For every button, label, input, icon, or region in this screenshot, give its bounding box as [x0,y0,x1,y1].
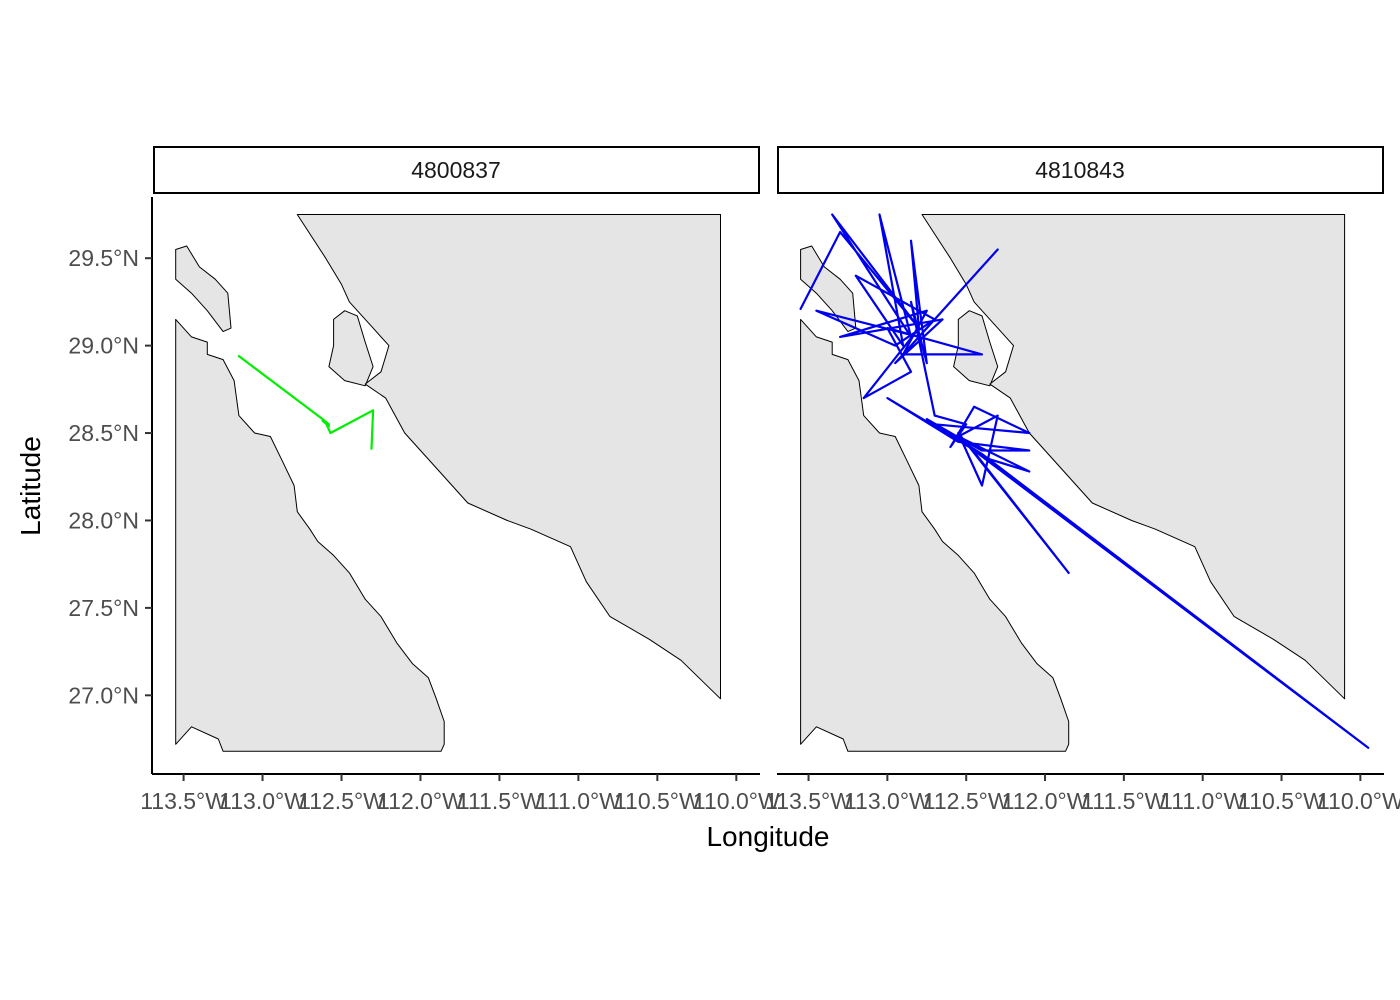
land-sonora [921,214,1346,700]
x-tick-label: 111.0°W [1160,788,1245,814]
x-axis-ticks-4800837: 113.5°W113.0°W112.5°W112.0°W111.5°W111.0… [140,774,780,814]
y-tick-label: 27.0°N [68,682,139,708]
y-tick-label: 28.5°N [68,420,139,446]
y-tick-label: 29.5°N [68,245,139,271]
land-baja [175,318,445,752]
map-area-4810843 [799,213,1370,752]
x-tick-label: 113.5°W [140,788,227,814]
x-tick-label: 111.0°W [536,788,621,814]
land-tiburon [953,310,999,387]
x-axis-title: Longitude [706,821,829,852]
x-tick-label: 110.0°W [1317,788,1400,814]
x-tick-label: 110.5°W [1238,788,1325,814]
y-tick-label: 29.0°N [68,333,139,359]
y-tick-label: 28.0°N [68,507,139,533]
land-tiburon [328,310,374,387]
strip-box-4800837 [153,146,760,194]
map-area-4800837 [175,214,721,752]
land-baja [800,318,1070,752]
x-tick-label: 112.5°W [923,788,1010,814]
x-tick-label: 112.5°W [298,788,385,814]
x-tick-label: 112.0°W [377,788,464,814]
x-tick-label: 113.5°W [765,788,852,814]
x-tick-label: 111.5°W [457,788,542,814]
panel-4810843: 4810843 [777,146,1384,752]
x-tick-label: 112.0°W [1002,788,1089,814]
strip-label-4800837: 4800837 [411,157,501,183]
land-baja_north_islands [175,245,232,333]
x-tick-label: 113.0°W [219,788,306,814]
panel-4800837: 4800837 [153,146,760,752]
strip-label-4810843: 4810843 [1035,157,1125,183]
strip-box-4810843 [777,146,1384,194]
y-tick-label: 27.5°N [68,595,139,621]
track-line-4810843 [799,213,1370,749]
x-tick-label: 111.5°W [1081,788,1166,814]
track-line-4800837 [237,355,375,450]
y-axis-title: Latitude [15,436,46,536]
x-axis-ticks-4810843: 113.5°W113.0°W112.5°W112.0°W111.5°W111.0… [765,774,1400,814]
y-axis-ticks: 29.5°N 29.0°N 28.5°N 28.0°N 27.5°N 27.0°N [68,245,152,708]
land-sonora [296,214,721,700]
x-tick-label: 110.5°W [614,788,701,814]
x-tick-label: 110.0°W [693,788,780,814]
x-tick-label: 113.0°W [844,788,931,814]
